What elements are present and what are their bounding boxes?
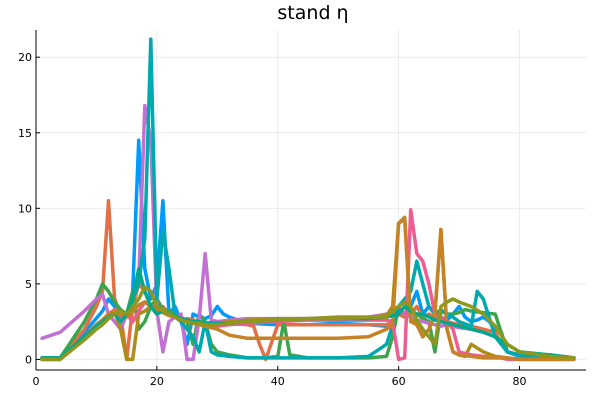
y-tick-label: 15 <box>18 127 32 140</box>
series-line-10 <box>40 285 576 362</box>
series-line-8 <box>40 217 576 362</box>
series-group <box>40 37 576 362</box>
x-tick-label: 80 <box>513 375 527 388</box>
y-tick-label: 10 <box>18 202 32 215</box>
x-tick-label: 60 <box>392 375 406 388</box>
x-tick-label: 0 <box>33 375 40 388</box>
tick-labels: 0 20 40 60 80 0 5 10 15 20 <box>18 51 527 388</box>
y-tick-label: 20 <box>18 51 32 64</box>
axes <box>35 30 586 371</box>
y-tick-label: 0 <box>25 353 32 366</box>
x-tick-label: 20 <box>150 375 164 388</box>
y-tick-label: 5 <box>25 278 32 291</box>
x-tick-label: 40 <box>271 375 285 388</box>
chart-title: stand η <box>277 2 348 24</box>
